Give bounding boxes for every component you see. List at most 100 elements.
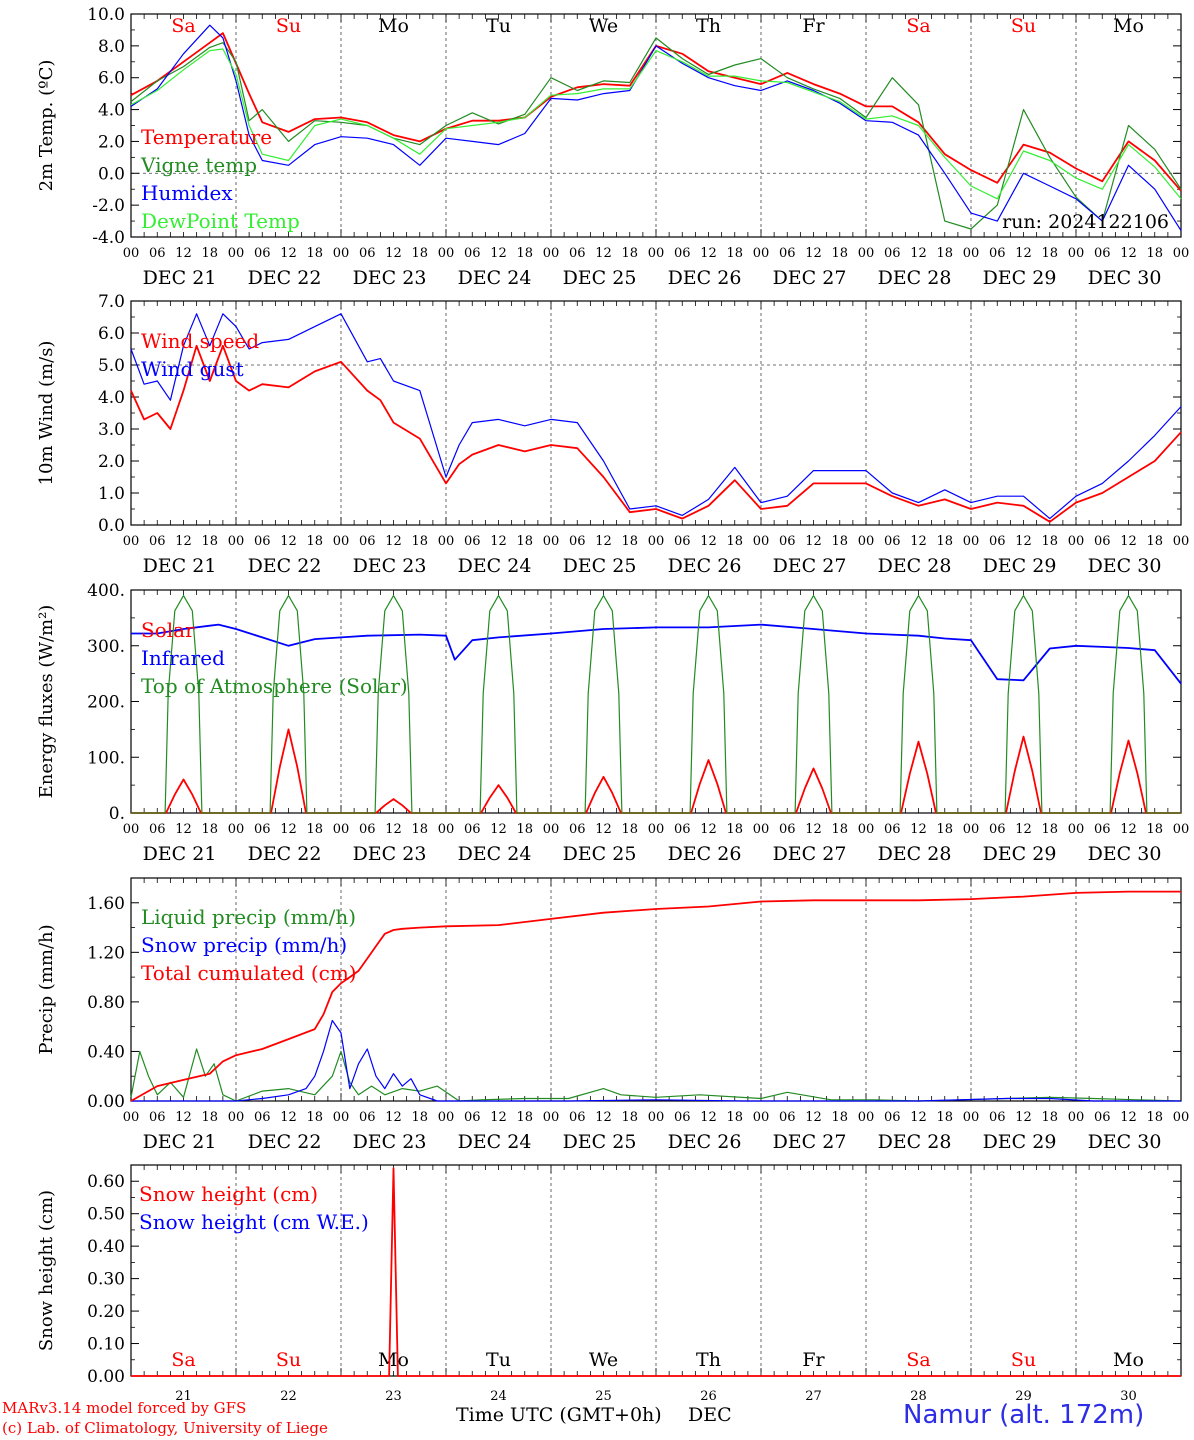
plot-frame	[130, 589, 1182, 814]
x-hour-label: 00	[648, 822, 665, 837]
legend-entry: Temperature	[141, 125, 272, 149]
y-tick-label: 0.50	[87, 1205, 125, 1225]
x-hour-label: 12	[910, 1110, 927, 1125]
x-hour-label: 06	[989, 534, 1006, 549]
x-hour-label: 06	[254, 246, 271, 261]
series-line-top-of-atmosphere-solar	[131, 594, 1181, 814]
chart-panel-5: 0.00 0.10 0.20 0.30 0.40 0.50 0.60 Snow height …	[36, 1164, 1182, 1404]
x-hour-label: 06	[1094, 246, 1111, 261]
x-hour-label: 06	[569, 822, 586, 837]
x-hour-label: 06	[1094, 534, 1111, 549]
x-date-label: DEC 26	[668, 843, 742, 865]
x-hour-label: 00	[1068, 534, 1085, 549]
x-hour-label: 00	[963, 534, 980, 549]
x-hour-label: 06	[149, 1110, 166, 1125]
x-hour-label: 00	[543, 246, 560, 261]
y-tick-label: 3.0	[98, 420, 125, 440]
x-hour-label: 12	[280, 246, 297, 261]
x-hour-label: 12	[1015, 822, 1032, 837]
x-hour-label: 18	[726, 534, 743, 549]
x-hour-label: 18	[726, 1110, 743, 1125]
y-tick-label: 100.	[87, 748, 125, 768]
x-hour-label: 12	[700, 534, 717, 549]
x-hour-label: 18	[411, 246, 428, 261]
x-date-label: DEC 28	[878, 555, 952, 577]
chart-panel-1: -4.0 -2.0 0.0 2.0 4.0 6.0 8.0 10.0 2m Temp. (ºC)…	[36, 5, 1189, 289]
x-hour-label: 12	[595, 1110, 612, 1125]
x-hour-label: 18	[201, 246, 218, 261]
y-tick-label: 1.60	[87, 894, 125, 914]
y-tick-label: 2.0	[98, 452, 125, 472]
weekday-label: Mo	[378, 15, 409, 37]
x-date-label: DEC 28	[878, 1131, 952, 1153]
x-hour-label: 06	[569, 534, 586, 549]
x-hour-label: 00	[648, 534, 665, 549]
x-day-number: 26	[700, 1389, 717, 1404]
x-date-label: DEC 30	[1088, 843, 1162, 865]
x-hour-label: 00	[753, 1110, 770, 1125]
y-tick-label: 0.00	[87, 1092, 125, 1112]
x-date-label: DEC 29	[983, 1131, 1057, 1153]
x-date-label: DEC 24	[458, 555, 532, 577]
y-tick-label: 4.0	[98, 101, 125, 121]
month-label: DEC	[688, 1404, 732, 1426]
weekday-label: Fr	[802, 15, 825, 37]
x-date-label: DEC 29	[983, 555, 1057, 577]
x-hour-label: 12	[1120, 822, 1137, 837]
x-hour-label: 00	[963, 246, 980, 261]
x-hour-label: 06	[464, 822, 481, 837]
y-tick-label: 1.20	[87, 943, 125, 963]
legend-entry: Snow height (cm)	[139, 1182, 318, 1206]
x-hour-label: 18	[936, 246, 953, 261]
x-hour-label: 06	[1094, 822, 1111, 837]
x-hour-label: 00	[858, 534, 875, 549]
x-hour-label: 06	[359, 246, 376, 261]
x-hour-label: 12	[595, 246, 612, 261]
x-date-label: DEC 30	[1088, 1131, 1162, 1153]
y-tick-label: 0.20	[87, 1302, 125, 1322]
x-hour-label: 00	[753, 246, 770, 261]
y-tick-label: 0.30	[87, 1270, 125, 1290]
x-hour-label: 12	[595, 822, 612, 837]
x-hour-label: 18	[621, 1110, 638, 1125]
y-tick-label: 0.40	[87, 1042, 125, 1062]
x-hour-label: 06	[359, 822, 376, 837]
series-line-liquid-precip-mm-h	[130, 1048, 1182, 1102]
x-hour-label: 00	[648, 246, 665, 261]
x-date-label: DEC 28	[878, 267, 952, 289]
x-hour-label: 12	[1015, 1110, 1032, 1125]
x-hour-label: 06	[359, 1110, 376, 1125]
x-hour-label: 06	[149, 246, 166, 261]
x-hour-label: 06	[674, 246, 691, 261]
x-date-label: DEC 25	[563, 267, 637, 289]
run-annotation: run: 2024122106	[1002, 211, 1169, 233]
weekday-label: Su	[276, 15, 301, 37]
x-hour-label: 12	[805, 246, 822, 261]
x-hour-label: 06	[569, 246, 586, 261]
x-hour-label: 12	[1015, 534, 1032, 549]
x-hour-label: 18	[831, 1110, 848, 1125]
x-hour-label: 00	[228, 1110, 245, 1125]
y-tick-label: 4.0	[98, 388, 125, 408]
x-hour-label: 18	[411, 822, 428, 837]
x-hour-label: 12	[175, 534, 192, 549]
x-hour-label: 06	[1094, 1110, 1111, 1125]
series-line-wind-gust	[130, 313, 1182, 520]
series-line-temperature	[130, 32, 1182, 192]
x-hour-label: 00	[123, 822, 140, 837]
x-hour-label: 00	[648, 1110, 665, 1125]
x-hour-label: 18	[306, 246, 323, 261]
x-date-label: DEC 22	[248, 1131, 322, 1153]
x-hour-label: 12	[280, 1110, 297, 1125]
x-hour-label: 12	[700, 822, 717, 837]
x-day-number: 28	[910, 1389, 927, 1404]
y-axis-label: Energy fluxes (W/m²)	[36, 605, 57, 799]
weekday-label: Sa	[906, 1349, 930, 1371]
y-axis-label: 10m Wind (m/s)	[36, 341, 57, 486]
x-hour-label: 12	[175, 1110, 192, 1125]
series-line-snow-precip-mm-h	[131, 1019, 1181, 1102]
weekday-label: Th	[696, 15, 721, 37]
x-axis-label: Time UTC (GMT+0h)	[456, 1404, 662, 1426]
x-hour-label: 18	[201, 1110, 218, 1125]
x-hour-label: 00	[333, 246, 350, 261]
